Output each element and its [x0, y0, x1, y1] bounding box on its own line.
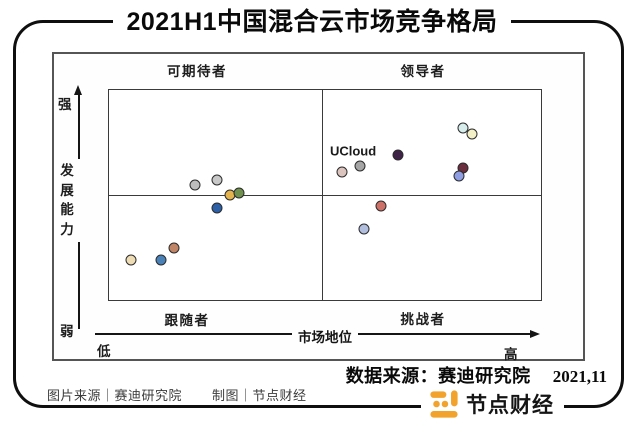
chart-frame: 可期待者 领导者 跟随者 挑战者 UCloud 发展能力 强 弱 市场地位 低 …	[52, 52, 585, 362]
image-credit: 图片来源｜赛迪研究院	[47, 388, 183, 403]
data-point	[211, 202, 223, 214]
point-annotation: UCloud	[329, 143, 377, 159]
data-point	[211, 174, 223, 186]
data-point	[453, 170, 465, 182]
data-point	[375, 200, 387, 211]
data-point	[457, 122, 469, 134]
x-axis-max-label: 高	[504, 347, 518, 362]
data-point	[125, 254, 137, 266]
y-axis-line-lower	[78, 242, 80, 329]
points-layer	[109, 90, 541, 300]
data-point	[336, 166, 348, 178]
quadrant-label-top-right: 领导者	[400, 64, 446, 79]
footer-credits: 图片来源｜赛迪研究院 制图｜节点财经	[47, 385, 307, 404]
chart-credit: 制图｜节点财经	[212, 388, 307, 403]
quadrant-label-top-left: 可期待者	[167, 64, 227, 79]
data-source-line: 数据来源：赛迪研究院 2021,11	[346, 362, 607, 388]
data-point	[155, 254, 167, 266]
x-axis-label: 市场地位	[298, 330, 352, 345]
node-finance-logo-icon	[430, 390, 458, 418]
data-source-date: 2021,11	[552, 367, 607, 386]
title-bar: 2021H1中国混合云市场竞争格局	[0, 5, 640, 39]
plot-area: UCloud	[108, 89, 542, 301]
data-point	[466, 128, 478, 140]
quadrant-label-bottom-left: 跟随者	[164, 313, 210, 328]
brand-logo-text: 节点财经	[466, 394, 554, 417]
x-axis-arrow-icon	[530, 329, 540, 338]
data-point	[189, 179, 201, 190]
x-axis-line-left	[95, 333, 292, 335]
page-title: 2021H1中国混合云市场竞争格局	[113, 5, 511, 39]
y-axis-label: 发展能力	[60, 163, 74, 237]
y-axis-max-label: 强	[58, 97, 72, 112]
data-point	[392, 149, 404, 161]
data-point	[358, 223, 370, 235]
data-point	[354, 160, 366, 172]
y-axis-arrow-icon	[74, 85, 82, 95]
brand-logo: 节点财经	[421, 387, 564, 421]
y-axis-min-label: 弱	[60, 324, 74, 339]
data-point	[233, 187, 245, 199]
data-point	[168, 242, 180, 253]
x-axis-line-right	[358, 333, 530, 335]
quadrant-label-bottom-right: 挑战者	[400, 312, 446, 327]
data-source-label: 数据来源：赛迪研究院	[345, 366, 531, 386]
y-axis-line-upper	[78, 94, 80, 159]
x-axis-min-label: 低	[97, 344, 111, 359]
quadrant-divider-horizontal	[109, 195, 541, 197]
